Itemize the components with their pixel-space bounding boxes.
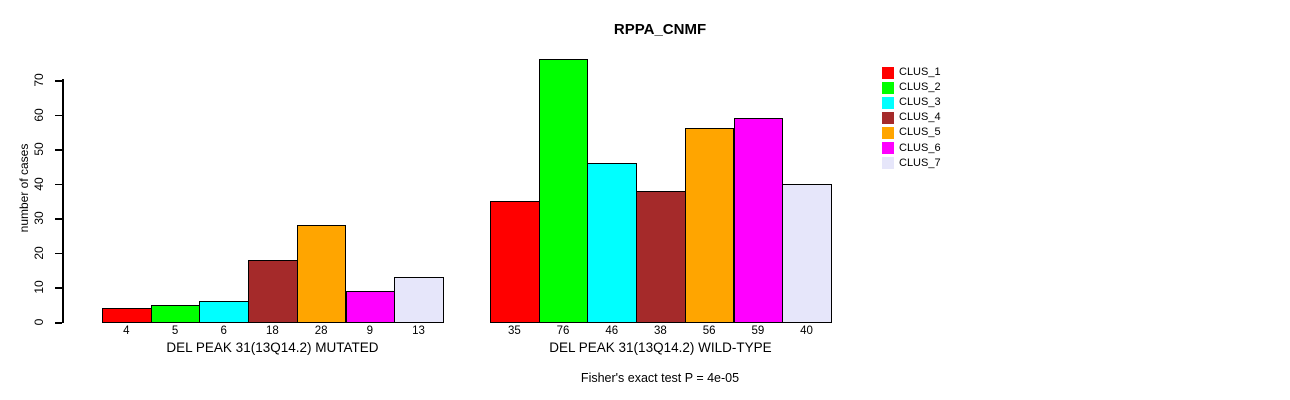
legend-label: CLUS_2 (899, 81, 941, 94)
bar-mutated-clus-4 (248, 259, 298, 323)
bar-wild-type-clus-7 (782, 183, 832, 323)
bar-wild-type-clus-3 (587, 162, 638, 323)
y-tick-mark (55, 252, 62, 255)
legend: CLUS_1 CLUS_2 CLUS_3 CLUS_4 CLUS_5 CLUS_6 CLUS… (882, 65, 941, 171)
legend-label: CLUS_7 (899, 156, 941, 169)
y-tick-label: 40 (32, 177, 46, 191)
y-tick-label: 0 (32, 318, 46, 326)
legend-label: CLUS_4 (899, 111, 941, 124)
bar-value-label: 40 (800, 325, 813, 337)
legend-label: CLUS_6 (899, 141, 941, 154)
bar-mutated-clus-3 (199, 301, 250, 323)
y-axis-label: number of cases (17, 143, 31, 233)
legend-swatch (882, 96, 894, 109)
legend-item-clus-3: CLUS_3 (882, 95, 941, 110)
group-axis-label-mutated: DEL PEAK 31(13Q14.2) MUTATED (166, 340, 379, 355)
legend-item-clus-6: CLUS_6 (882, 140, 941, 155)
y-tick-mark (55, 114, 62, 117)
y-tick-mark (55, 183, 62, 186)
y-tick-mark (55, 287, 62, 289)
bar-value-label: 5 (171, 325, 179, 337)
bar-value-label: 46 (605, 325, 619, 337)
legend-label: CLUS_5 (899, 126, 941, 139)
legend-swatch (882, 157, 894, 170)
y-tick-label: 20 (32, 246, 46, 260)
y-tick-label: 70 (32, 73, 46, 87)
chart-title: RPPA_CNMF (613, 21, 707, 38)
bar-mutated-clus-7 (394, 277, 444, 323)
y-tick-mark (55, 149, 62, 151)
legend-item-clus-1: CLUS_1 (882, 65, 941, 80)
legend-swatch (882, 126, 894, 139)
y-axis (62, 79, 64, 323)
bar-value-label: 28 (314, 325, 328, 337)
legend-swatch (882, 142, 894, 155)
bar-value-label: 6 (220, 325, 227, 337)
bar-value-label: 38 (654, 325, 667, 337)
bar-wild-type-clus-5 (684, 128, 735, 323)
bar-value-label: 18 (266, 325, 279, 337)
legend-swatch (882, 66, 894, 79)
legend-label: CLUS_3 (899, 96, 941, 109)
group-axis-label-wild-type: DEL PEAK 31(13Q14.2) WILD-TYPE (549, 340, 772, 355)
bar-value-label: 56 (702, 325, 716, 337)
fisher-test-annotation: Fisher's exact test P = 4e-05 (580, 371, 740, 385)
legend-swatch (882, 111, 894, 124)
bar-mutated-clus-1 (102, 308, 152, 323)
y-tick-label: 50 (32, 142, 46, 156)
bar-wild-type-clus-6 (733, 118, 784, 323)
legend-item-clus-7: CLUS_7 (882, 156, 941, 171)
legend-swatch (882, 81, 894, 94)
bar-value-label: 13 (412, 325, 425, 337)
bar-mutated-clus-2 (150, 304, 201, 323)
bar-value-label: 59 (751, 325, 765, 337)
y-tick-mark (55, 80, 62, 82)
y-tick-mark (55, 322, 62, 324)
bar-value-label: 35 (507, 325, 521, 337)
bar-wild-type-clus-4 (636, 190, 686, 323)
bar-value-label: 76 (556, 325, 570, 337)
y-tick-label: 60 (32, 107, 46, 122)
y-tick-mark (55, 218, 62, 220)
bar-mutated-clus-5 (296, 225, 347, 323)
legend-item-clus-4: CLUS_4 (882, 110, 941, 125)
bar-wild-type-clus-2 (538, 59, 589, 323)
bar-value-label: 9 (366, 325, 374, 337)
bar-wild-type-clus-1 (490, 201, 540, 323)
bar-value-label: 4 (123, 325, 130, 337)
legend-item-clus-2: CLUS_2 (882, 80, 941, 95)
legend-item-clus-5: CLUS_5 (882, 125, 941, 140)
bar-mutated-clus-6 (345, 290, 396, 323)
y-tick-label: 30 (32, 211, 46, 225)
y-tick-label: 10 (32, 280, 46, 295)
legend-label: CLUS_1 (899, 66, 941, 79)
